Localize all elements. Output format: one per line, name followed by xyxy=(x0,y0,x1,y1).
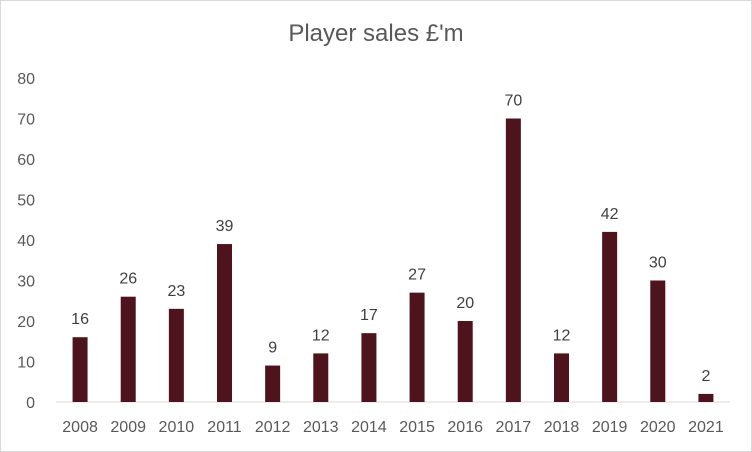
x-tick-label: 2017 xyxy=(496,419,532,436)
data-label: 20 xyxy=(456,295,474,312)
x-tick-label: 2008 xyxy=(62,419,98,436)
x-tick-label: 2018 xyxy=(544,419,580,436)
x-tick-label: 2021 xyxy=(688,419,724,436)
data-label: 30 xyxy=(649,255,667,272)
x-tick-label: 2013 xyxy=(303,419,339,436)
bar xyxy=(698,393,714,402)
bar xyxy=(265,365,281,402)
data-label: 27 xyxy=(408,267,426,284)
y-tick-label: 20 xyxy=(17,314,35,331)
x-tick-label: 2010 xyxy=(159,419,195,436)
data-label: 17 xyxy=(360,307,378,324)
y-tick-label: 10 xyxy=(17,355,35,372)
x-tick-label: 2009 xyxy=(110,419,146,436)
data-label: 2 xyxy=(701,368,710,385)
chart-title: Player sales £'m xyxy=(288,20,464,47)
x-tick-label: 2011 xyxy=(207,419,242,436)
bar xyxy=(409,292,425,402)
x-tick-label: 2019 xyxy=(592,419,628,436)
x-tick-label: 2015 xyxy=(399,419,435,436)
y-tick-label: 60 xyxy=(17,152,35,169)
data-label: 70 xyxy=(504,93,522,110)
bar xyxy=(505,118,521,402)
data-label: 42 xyxy=(601,206,619,223)
data-label: 26 xyxy=(119,271,137,288)
data-label: 12 xyxy=(312,327,330,344)
y-tick-label: 40 xyxy=(17,233,35,250)
x-tick-label: 2014 xyxy=(351,419,387,436)
bar xyxy=(361,333,377,402)
y-tick-label: 0 xyxy=(26,395,35,412)
x-tick-label: 2020 xyxy=(640,419,676,436)
data-labels-group: 16 26 23 39 9 12 17 27 20 70 12 42 30 2 xyxy=(71,93,710,385)
bar xyxy=(650,280,666,402)
bars-group xyxy=(72,118,714,402)
bar xyxy=(72,337,88,402)
bar xyxy=(457,321,473,402)
bar xyxy=(120,296,136,402)
x-axis-ticks: 2008 2009 2010 2011 2012 2013 2014 2015 2016 2017… xyxy=(62,419,724,436)
y-axis-ticks: 0 10 20 30 40 50 60 70 80 xyxy=(17,71,35,412)
data-label: 16 xyxy=(71,311,89,328)
y-tick-label: 50 xyxy=(17,193,35,210)
data-label: 39 xyxy=(216,218,234,235)
bar xyxy=(554,353,569,402)
bar xyxy=(168,308,184,402)
bar xyxy=(313,353,329,402)
y-tick-label: 80 xyxy=(17,71,35,88)
data-label: 23 xyxy=(167,283,185,300)
data-label: 12 xyxy=(553,327,571,344)
x-tick-label: 2016 xyxy=(447,419,483,436)
y-tick-label: 70 xyxy=(17,112,35,129)
data-label: 9 xyxy=(268,340,277,357)
bar xyxy=(602,231,618,402)
x-tick-label: 2012 xyxy=(255,419,291,436)
bar xyxy=(217,244,232,402)
y-tick-label: 30 xyxy=(17,274,35,291)
